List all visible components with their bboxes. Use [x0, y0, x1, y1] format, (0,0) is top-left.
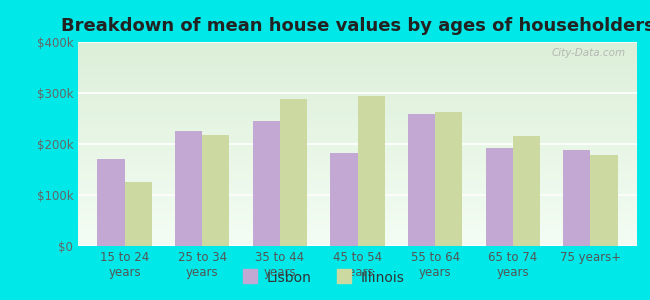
Bar: [486, 148, 513, 246]
Bar: [125, 182, 151, 246]
Legend: Lisbon, Illinois: Lisbon, Illinois: [240, 265, 410, 290]
Bar: [564, 150, 590, 246]
Bar: [330, 153, 358, 246]
Bar: [590, 155, 618, 246]
Bar: [435, 112, 462, 246]
Bar: [253, 121, 280, 246]
Bar: [98, 159, 125, 246]
Bar: [175, 131, 202, 246]
Bar: [280, 99, 307, 246]
Bar: [202, 135, 229, 246]
Title: Breakdown of mean house values by ages of householders: Breakdown of mean house values by ages o…: [60, 17, 650, 35]
Bar: [513, 136, 540, 246]
Bar: [358, 95, 385, 246]
Text: City-Data.com: City-Data.com: [552, 48, 626, 58]
Bar: [408, 114, 435, 246]
